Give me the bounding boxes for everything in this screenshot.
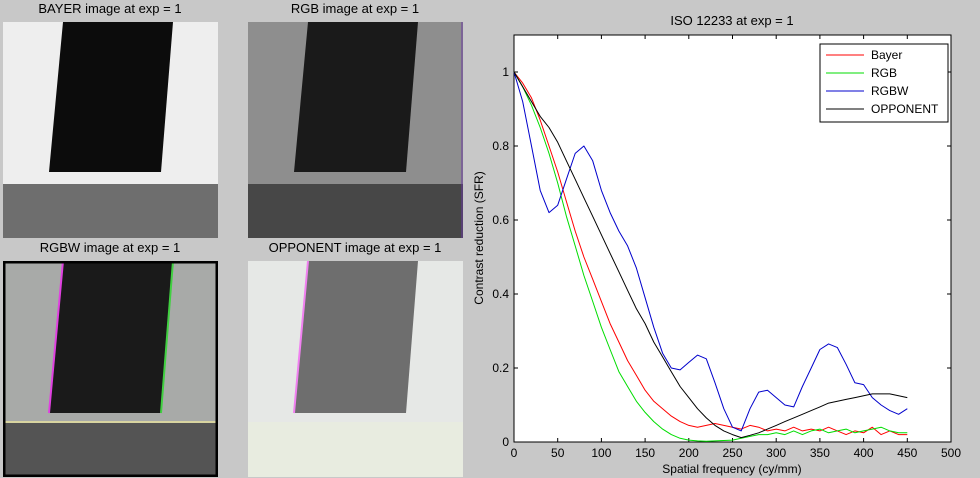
plot-area bbox=[513, 34, 952, 443]
y-tick-label: 0.4 bbox=[492, 287, 509, 301]
x-axis-label: Spatial frequency (cy/mm) bbox=[662, 462, 801, 476]
y-tick-label: 1 bbox=[502, 65, 509, 79]
x-tick-label: 450 bbox=[897, 446, 917, 460]
chart-title: ISO 12233 at exp = 1 bbox=[670, 13, 793, 28]
x-tick-label: 200 bbox=[679, 446, 699, 460]
y-tick-label: 0 bbox=[502, 435, 509, 449]
x-tick-label: 100 bbox=[591, 446, 611, 460]
opponent-panel-title: OPPONENT image at exp = 1 bbox=[268, 240, 442, 255]
x-tick-label: 250 bbox=[722, 446, 742, 460]
opponent-image bbox=[248, 261, 463, 477]
x-tick-label: 50 bbox=[551, 446, 565, 460]
series-line-bayer bbox=[513, 71, 908, 436]
legend-label: OPPONENT bbox=[871, 102, 939, 116]
x-tick-label: 500 bbox=[941, 446, 961, 460]
rgb-image bbox=[248, 22, 463, 238]
y-tick-label: 0.6 bbox=[492, 213, 509, 227]
y-axis-label: Contrast reduction (SFR) bbox=[472, 171, 486, 304]
legend-label: Bayer bbox=[871, 48, 902, 62]
rgb-panel-title: RGB image at exp = 1 bbox=[290, 1, 420, 16]
bayer-panel-title: BAYER image at exp = 1 bbox=[38, 1, 182, 16]
series-line-opponent bbox=[513, 71, 908, 439]
series-line-rgb bbox=[513, 71, 908, 442]
x-tick-label: 150 bbox=[635, 446, 655, 460]
legend-label: RGBW bbox=[871, 84, 909, 98]
x-tick-label: 350 bbox=[810, 446, 830, 460]
y-tick-label: 0.8 bbox=[492, 139, 509, 153]
legend-label: RGB bbox=[871, 66, 897, 80]
bayer-image bbox=[3, 22, 218, 238]
x-tick-label: 0 bbox=[511, 446, 518, 460]
y-tick-label: 0.2 bbox=[492, 361, 509, 375]
legend-box bbox=[819, 43, 949, 123]
x-tick-label: 300 bbox=[766, 446, 786, 460]
x-tick-label: 400 bbox=[854, 446, 874, 460]
rgbw-image bbox=[3, 261, 218, 477]
rgbw-panel-title: RGBW image at exp = 1 bbox=[39, 240, 181, 255]
series-line-rgbw bbox=[513, 71, 908, 432]
